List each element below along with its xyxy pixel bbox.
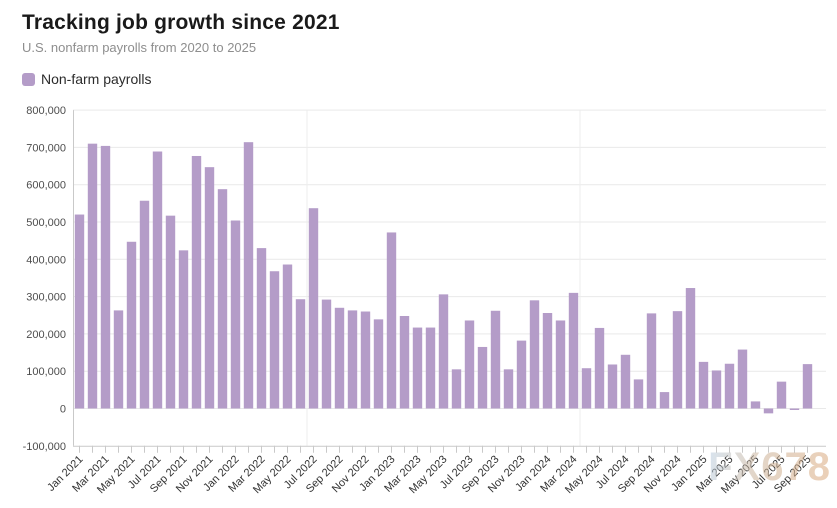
bar-Feb-2025[interactable] <box>711 370 722 409</box>
bar-Oct-2023[interactable] <box>503 369 514 409</box>
bar-Sep-2025[interactable] <box>802 364 813 409</box>
y-axis-label: 0 <box>60 404 66 416</box>
bar-Jun-2021[interactable] <box>139 200 150 409</box>
bar-Feb-2021[interactable] <box>87 143 98 409</box>
bar-Jan-2024[interactable] <box>542 313 553 409</box>
bar-Jun-2025[interactable] <box>763 408 774 414</box>
bar-Aug-2024[interactable] <box>633 379 644 409</box>
bar-Aug-2022[interactable] <box>321 299 332 409</box>
bar-Dec-2021[interactable] <box>217 189 228 409</box>
bar-Apr-2024[interactable] <box>581 368 592 409</box>
y-axis-label: 800,000 <box>26 105 66 117</box>
bar-Mar-2023[interactable] <box>412 327 423 409</box>
y-axis-label: 500,000 <box>26 217 66 229</box>
bar-Jul-2021[interactable] <box>152 151 163 409</box>
bar-Jun-2022[interactable] <box>295 299 306 409</box>
bar-Oct-2024[interactable] <box>659 392 670 409</box>
legend-swatch-icon <box>22 72 35 86</box>
y-axis-label: 300,000 <box>26 292 66 304</box>
bar-Jul-2023[interactable] <box>464 320 475 409</box>
bar-May-2021[interactable] <box>126 241 137 409</box>
bar-Oct-2022[interactable] <box>347 310 358 409</box>
bar-Sep-2023[interactable] <box>490 310 501 409</box>
bar-Jul-2022[interactable] <box>308 208 319 409</box>
bar-Jul-2025[interactable] <box>776 381 787 409</box>
bar-Feb-2023[interactable] <box>399 315 410 409</box>
bar-Oct-2021[interactable] <box>191 155 202 409</box>
y-axis-label: 100,000 <box>26 366 66 378</box>
bar-Nov-2021[interactable] <box>204 167 215 409</box>
bar-Apr-2023[interactable] <box>425 327 436 409</box>
bar-Jan-2023[interactable] <box>386 232 397 409</box>
bar-Nov-2024[interactable] <box>672 311 683 409</box>
bar-Mar-2025[interactable] <box>724 363 735 409</box>
bar-Jan-2021[interactable] <box>74 214 85 409</box>
chart-header: Tracking job growth since 2021 U.S. nonf… <box>22 10 340 55</box>
bar-May-2022[interactable] <box>282 264 293 409</box>
bar-Jul-2024[interactable] <box>620 354 631 409</box>
bar-Jun-2024[interactable] <box>607 364 618 409</box>
legend-label: Non-farm payrolls <box>41 71 152 87</box>
bar-Feb-2024[interactable] <box>555 320 566 409</box>
y-axis-label: -100,000 <box>23 441 66 453</box>
y-axis-label: 700,000 <box>26 142 66 154</box>
bar-Apr-2021[interactable] <box>113 310 124 409</box>
bar-Sep-2021[interactable] <box>178 250 189 409</box>
bar-Sep-2024[interactable] <box>646 313 657 409</box>
bar-Feb-2022[interactable] <box>243 142 254 409</box>
bar-Jun-2023[interactable] <box>451 369 462 409</box>
bar-Nov-2022[interactable] <box>360 311 371 409</box>
bar-Aug-2021[interactable] <box>165 215 176 409</box>
bar-May-2023[interactable] <box>438 294 449 409</box>
y-axis-label: 400,000 <box>26 254 66 266</box>
bar-Jan-2022[interactable] <box>230 220 241 409</box>
bar-Dec-2022[interactable] <box>373 319 384 409</box>
bar-Jan-2025[interactable] <box>698 361 709 409</box>
bar-Mar-2022[interactable] <box>256 248 267 409</box>
bar-Dec-2024[interactable] <box>685 288 696 409</box>
y-axis-label: 200,000 <box>26 329 66 341</box>
legend-item-nonfarm-payrolls[interactable]: Non-farm payrolls <box>22 71 151 87</box>
bar-Dec-2023[interactable] <box>529 300 540 409</box>
bar-Mar-2024[interactable] <box>568 292 579 409</box>
page-title: Tracking job growth since 2021 <box>22 11 340 34</box>
bar-May-2025[interactable] <box>750 401 761 409</box>
y-axis-label: 600,000 <box>26 180 66 192</box>
bar-Apr-2022[interactable] <box>269 271 280 409</box>
bar-May-2024[interactable] <box>594 327 605 409</box>
bar-Aug-2025[interactable] <box>789 408 800 410</box>
bar-Mar-2021[interactable] <box>100 145 111 409</box>
bar-Aug-2023[interactable] <box>477 346 488 409</box>
bar-Apr-2025[interactable] <box>737 349 748 409</box>
bar-Sep-2022[interactable] <box>334 307 345 409</box>
bar-Nov-2023[interactable] <box>516 340 527 409</box>
page-subtitle: U.S. nonfarm payrolls from 2020 to 2025 <box>22 40 257 55</box>
